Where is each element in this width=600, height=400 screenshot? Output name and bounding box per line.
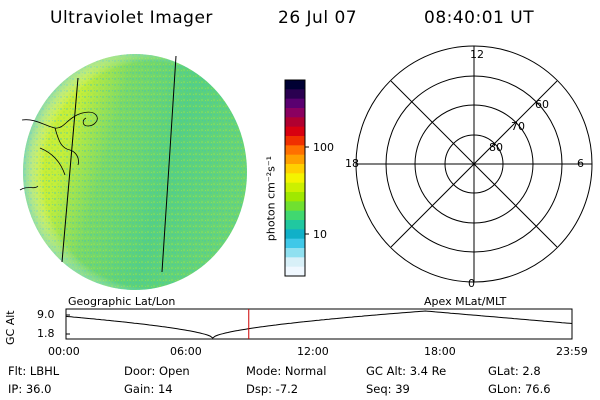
colorbar-segment [285,98,305,109]
seq-readout: Seq: 39 [366,382,410,396]
door-readout: Door: Open [124,364,190,378]
timeline-xtick-0600: 06:00 [170,345,202,358]
colorbar-segment [285,80,305,90]
timeline-axis-label: GC Alt [4,310,17,345]
dsp-readout: Dsp: -7.2 [246,382,299,396]
apex-caption: Apex MLat/MLT [424,295,507,308]
mlt-label-12: 12 [470,48,484,61]
mlt-label-0: 0 [468,277,475,290]
colorbar-segment [285,145,305,156]
apex-polar-plot [355,45,593,283]
mlat-label-70: 70 [511,120,525,133]
ip-readout: IP: 36.0 [8,382,52,396]
timeline-ytick-min: 1.8 [37,327,55,340]
colorbar-segment [285,182,305,193]
meridian-line-left [61,77,79,263]
mlt-label-6: 6 [577,157,584,170]
instrument-title: Ultraviolet Imager [50,8,213,28]
uv-earth-disk [23,54,247,290]
filter-readout: Flt: LBHL [8,364,60,378]
colorbar-segment [285,126,305,137]
geo-caption: Geographic Lat/Lon [68,295,176,308]
colorbar-segment [285,229,305,240]
coastline [19,111,98,191]
colorbar-segment [285,117,305,128]
colorbar-segment [285,248,305,258]
colorbar-tick-100: 100 [313,141,334,154]
colorbar-frame [284,79,306,277]
timeline-xtick-2359: 23:59 [556,345,588,358]
colorbar-segment [285,257,305,268]
mlat-label-60: 60 [535,98,549,111]
timeline-ytick-max: 9.0 [37,308,55,321]
timeline-xtick-1200: 12:00 [297,345,329,358]
glat-readout: GLat: 2.8 [488,364,541,378]
colorbar-segment [285,154,305,165]
gain-readout: Gain: 14 [124,382,173,396]
colorbar-segment [285,220,305,230]
colorbar-segment [285,210,305,221]
colorbar-segment [285,89,305,100]
time-label: 08:40:01 UT [424,8,535,28]
colorbar-segment [285,266,305,277]
colorbar-segment [285,136,305,146]
mlt-label-18: 18 [345,157,359,170]
colorbar-unit-label: photon cm⁻²s⁻¹ [264,155,278,242]
colorbar-segment [285,201,305,212]
colorbar-segment [285,192,305,202]
colorbar-segment [285,108,305,118]
timeline-xtick-1800: 18:00 [424,345,456,358]
colorbar-segment [285,173,305,184]
colorbar-segment [285,164,305,174]
timeline-plot [65,308,573,340]
timeline-xtick-0000: 00:00 [48,345,80,358]
colorbar-tick-10: 10 [313,228,327,241]
colorbar [284,79,306,277]
gc-alt-readout: GC Alt: 3.4 Re [366,364,447,378]
colorbar-segment [285,238,305,249]
mlat-label-80: 80 [489,141,503,154]
date-label: 26 Jul 07 [278,8,358,28]
meridian-line-right [161,55,177,273]
altitude-curve [65,310,573,339]
glon-readout: GLon: 76.6 [488,382,551,396]
mode-readout: Mode: Normal [246,364,327,378]
